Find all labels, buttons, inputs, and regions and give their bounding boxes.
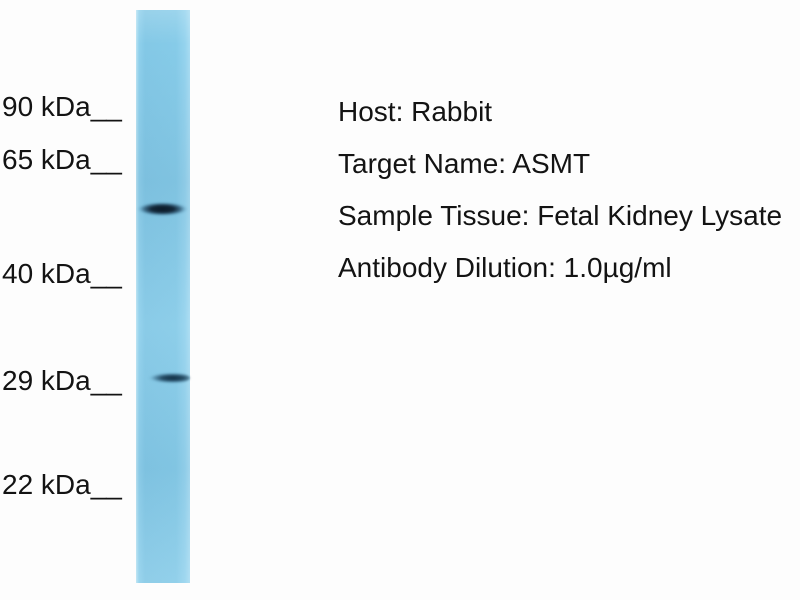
gel-lane [136, 10, 190, 583]
annotation-host: Host: Rabbit [338, 96, 493, 127]
annotation-antibody-dilution: Antibody Dilution: 1.0µg/ml [338, 252, 672, 283]
protein-band-lower [145, 372, 190, 384]
marker-65kda: 65 kDa__ [2, 144, 122, 175]
marker-22kda: 22 kDa__ [2, 469, 122, 500]
annotation-block: Host: Rabbit Target Name: ASMT Sample Ti… [338, 86, 782, 294]
protein-band-upper [138, 202, 189, 216]
marker-40kda: 40 kDa__ [2, 258, 122, 289]
annotation-target-name: Target Name: ASMT [338, 148, 591, 179]
marker-90kda: 90 kDa__ [2, 91, 122, 122]
marker-29kda: 29 kDa__ [2, 365, 122, 396]
annotation-sample-tissue: Sample Tissue: Fetal Kidney Lysate [338, 200, 783, 231]
